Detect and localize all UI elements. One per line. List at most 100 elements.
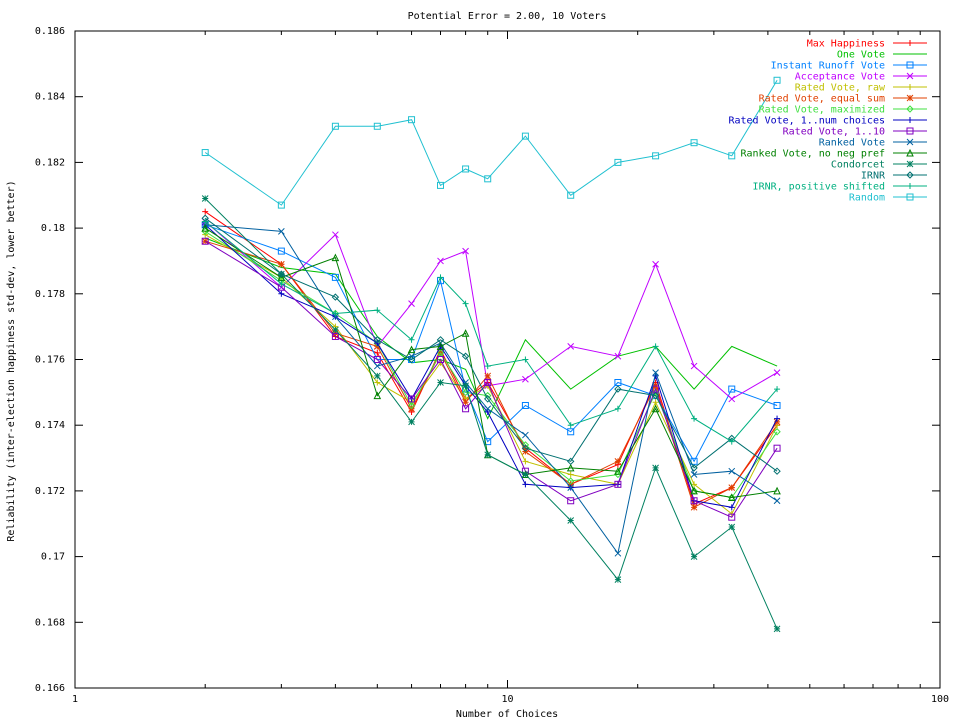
data-point: [651, 391, 660, 400]
data-point: [201, 195, 209, 202]
data-point: [408, 300, 415, 308]
legend-entry-instant-runoff-vote: Instant Runoff Vote: [771, 61, 927, 72]
legend-label: Rated Vote, equal sum: [759, 94, 885, 105]
data-point: [484, 395, 492, 403]
data-point: [374, 349, 381, 356]
legend-label: Rated Vote, 1..10: [783, 127, 885, 138]
data-point: [690, 503, 698, 511]
legend-label: IRNR, positive shifted: [753, 182, 885, 193]
legend-marker: [906, 72, 914, 80]
y-tick-label: 0.17: [41, 552, 65, 563]
legend-label: Rated Vote, 1..num choices: [728, 116, 885, 127]
data-point: [614, 385, 622, 393]
y-tick-label: 0.186: [35, 26, 65, 37]
data-point: [277, 247, 285, 255]
data-point: [461, 352, 470, 360]
legend-entry-rated-vote-equal-sum: Rated Vote, equal sum: [759, 94, 927, 105]
legend-marker: [907, 117, 913, 123]
data-point: [521, 132, 529, 140]
data-point: [202, 208, 209, 215]
data-point: [484, 409, 491, 416]
y-tick-label: 0.178: [35, 289, 65, 300]
data-point: [774, 386, 781, 393]
data-point: [408, 395, 416, 403]
data-point: [566, 457, 575, 466]
data-point: [614, 352, 622, 360]
data-point: [522, 431, 529, 439]
legend-marker: [906, 148, 914, 157]
legend-entry-irnr-positive-shifted: IRNR, positive shifted: [753, 182, 927, 193]
data-point: [521, 401, 529, 409]
legend-entry-rated-vote-maximized: Rated Vote, maximized: [759, 105, 927, 116]
data-point: [728, 513, 736, 521]
legend-entry-rated-vote-1-10: Rated Vote, 1..10: [783, 127, 927, 138]
series-line: [204, 80, 778, 206]
legend-marker: [907, 84, 913, 90]
data-point: [690, 139, 698, 147]
legend-label: IRNR: [861, 171, 886, 182]
data-point: [201, 223, 210, 232]
data-point: [690, 497, 698, 505]
x-tick-label: 1: [72, 694, 78, 705]
legend-marker: [907, 40, 913, 46]
series-acceptance-vote: [201, 218, 781, 403]
legend-label: Condorcet: [831, 160, 885, 171]
data-point: [332, 310, 339, 317]
x-tick-label: 10: [501, 694, 513, 705]
data-point: [567, 428, 575, 436]
data-point: [728, 438, 735, 445]
y-axis-label: Reliability (inter-election happiness st…: [6, 180, 17, 541]
legend-entry-condorcet: Condorcet: [831, 160, 927, 171]
legend-marker: [906, 127, 914, 135]
legend-marker: [906, 61, 914, 69]
data-point: [462, 247, 469, 255]
data-point: [408, 336, 415, 343]
data-point: [407, 345, 416, 354]
data-point: [331, 293, 340, 301]
data-point: [652, 464, 659, 472]
data-point: [690, 486, 698, 495]
y-tick-label: 0.176: [35, 355, 65, 366]
data-point: [278, 260, 285, 268]
data-point: [373, 372, 381, 380]
data-point: [278, 228, 285, 235]
data-point: [436, 336, 445, 344]
data-point: [332, 231, 339, 239]
data-point: [462, 405, 470, 413]
legend-label: Random: [849, 193, 885, 204]
data-point: [484, 363, 491, 370]
data-point: [614, 549, 622, 557]
x-tick-label: 100: [931, 694, 949, 705]
data-point: [436, 349, 445, 357]
data-point: [652, 152, 660, 160]
data-point: [484, 378, 492, 386]
data-point: [773, 401, 781, 409]
x-axis-label: Number of Choices: [456, 709, 558, 720]
data-point: [614, 457, 622, 465]
series-one-vote: [205, 237, 778, 420]
data-point: [728, 523, 736, 531]
data-point: [437, 379, 444, 386]
data-point: [201, 237, 209, 245]
data-point: [202, 218, 209, 225]
series-irnr: [201, 214, 781, 475]
data-point: [652, 260, 659, 268]
data-point: [728, 152, 736, 160]
data-point: [690, 362, 698, 370]
data-point: [773, 428, 781, 436]
data-point: [277, 270, 286, 278]
data-point: [728, 467, 736, 475]
data-point: [462, 165, 470, 173]
data-point: [773, 418, 781, 426]
data-point: [567, 497, 575, 505]
data-point: [773, 625, 781, 633]
data-point: [652, 399, 659, 406]
data-point: [408, 418, 415, 426]
data-point: [614, 576, 622, 583]
data-point: [773, 369, 781, 376]
legend-entry-random: Random: [849, 193, 927, 204]
y-tick-label: 0.18: [41, 223, 65, 234]
legend-label: One Vote: [837, 50, 885, 61]
data-point: [201, 227, 209, 236]
data-point: [521, 444, 530, 452]
